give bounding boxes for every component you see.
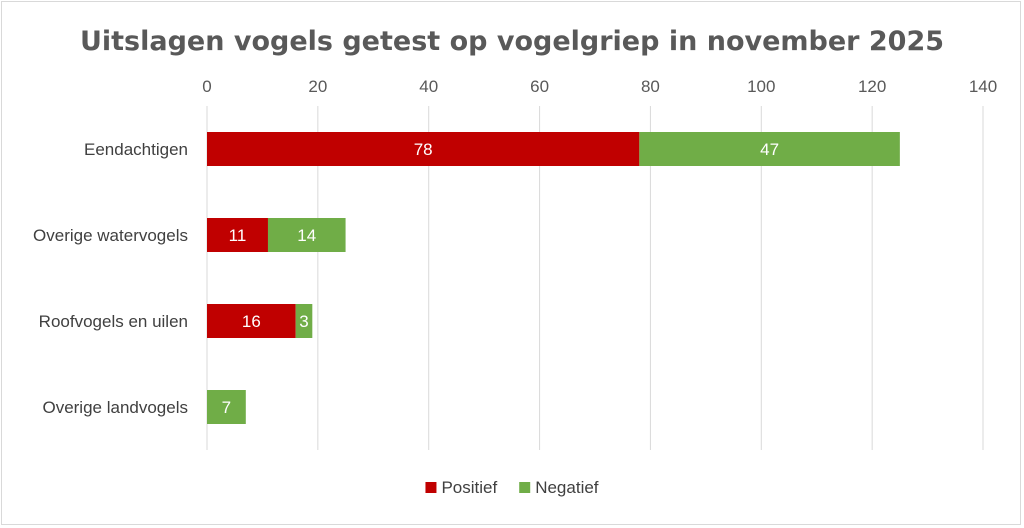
x-tick-label: 40 — [419, 77, 438, 96]
legend-label: Positief — [441, 478, 497, 497]
y-axis-categories: Eendachtigen Overige watervogels Roofvogel… — [33, 140, 188, 417]
bars — [207, 132, 900, 424]
legend-label: Negatief — [535, 478, 599, 497]
bar-negatief-1 — [267, 218, 346, 252]
legend-swatch — [425, 482, 437, 493]
x-tick-label: 0 — [202, 77, 211, 96]
chart-title: Uitslagen vogels getest op vogelgriep in… — [80, 26, 944, 57]
data-label: 7 — [222, 398, 231, 417]
data-label: 14 — [297, 226, 316, 245]
legend: Positief Negatief — [425, 478, 599, 497]
data-label: 16 — [242, 312, 261, 331]
category-label: Eendachtigen — [84, 140, 188, 159]
data-label: 3 — [299, 312, 308, 331]
x-tick-label: 120 — [858, 77, 886, 96]
x-tick-label: 80 — [641, 77, 660, 96]
bar-positief-0 — [207, 132, 640, 166]
bar-positief-2 — [207, 304, 296, 338]
data-label: 78 — [414, 140, 433, 159]
bar-positief-1 — [207, 218, 268, 252]
x-tick-label: 140 — [969, 77, 997, 96]
x-axis-ticks: 0 20 40 60 80 100 120 140 — [202, 77, 997, 96]
category-label: Overige watervogels — [33, 226, 188, 245]
bar-negatief-3 — [207, 390, 246, 424]
category-label: Overige landvogels — [42, 398, 188, 417]
x-tick-label: 20 — [308, 77, 327, 96]
data-labels: 78 47 11 14 16 3 7 — [222, 140, 779, 417]
data-label: 11 — [229, 226, 247, 245]
x-tick-label: 100 — [747, 77, 775, 96]
legend-item-positief: Positief — [425, 478, 497, 497]
legend-swatch — [519, 482, 531, 493]
bar-negatief-2 — [295, 304, 313, 338]
bar-negatief-0 — [639, 132, 900, 166]
category-label: Roofvogels en uilen — [39, 312, 188, 331]
legend-item-negatief: Negatief — [519, 478, 599, 497]
x-tick-label: 60 — [530, 77, 549, 96]
data-label: 47 — [760, 140, 779, 159]
